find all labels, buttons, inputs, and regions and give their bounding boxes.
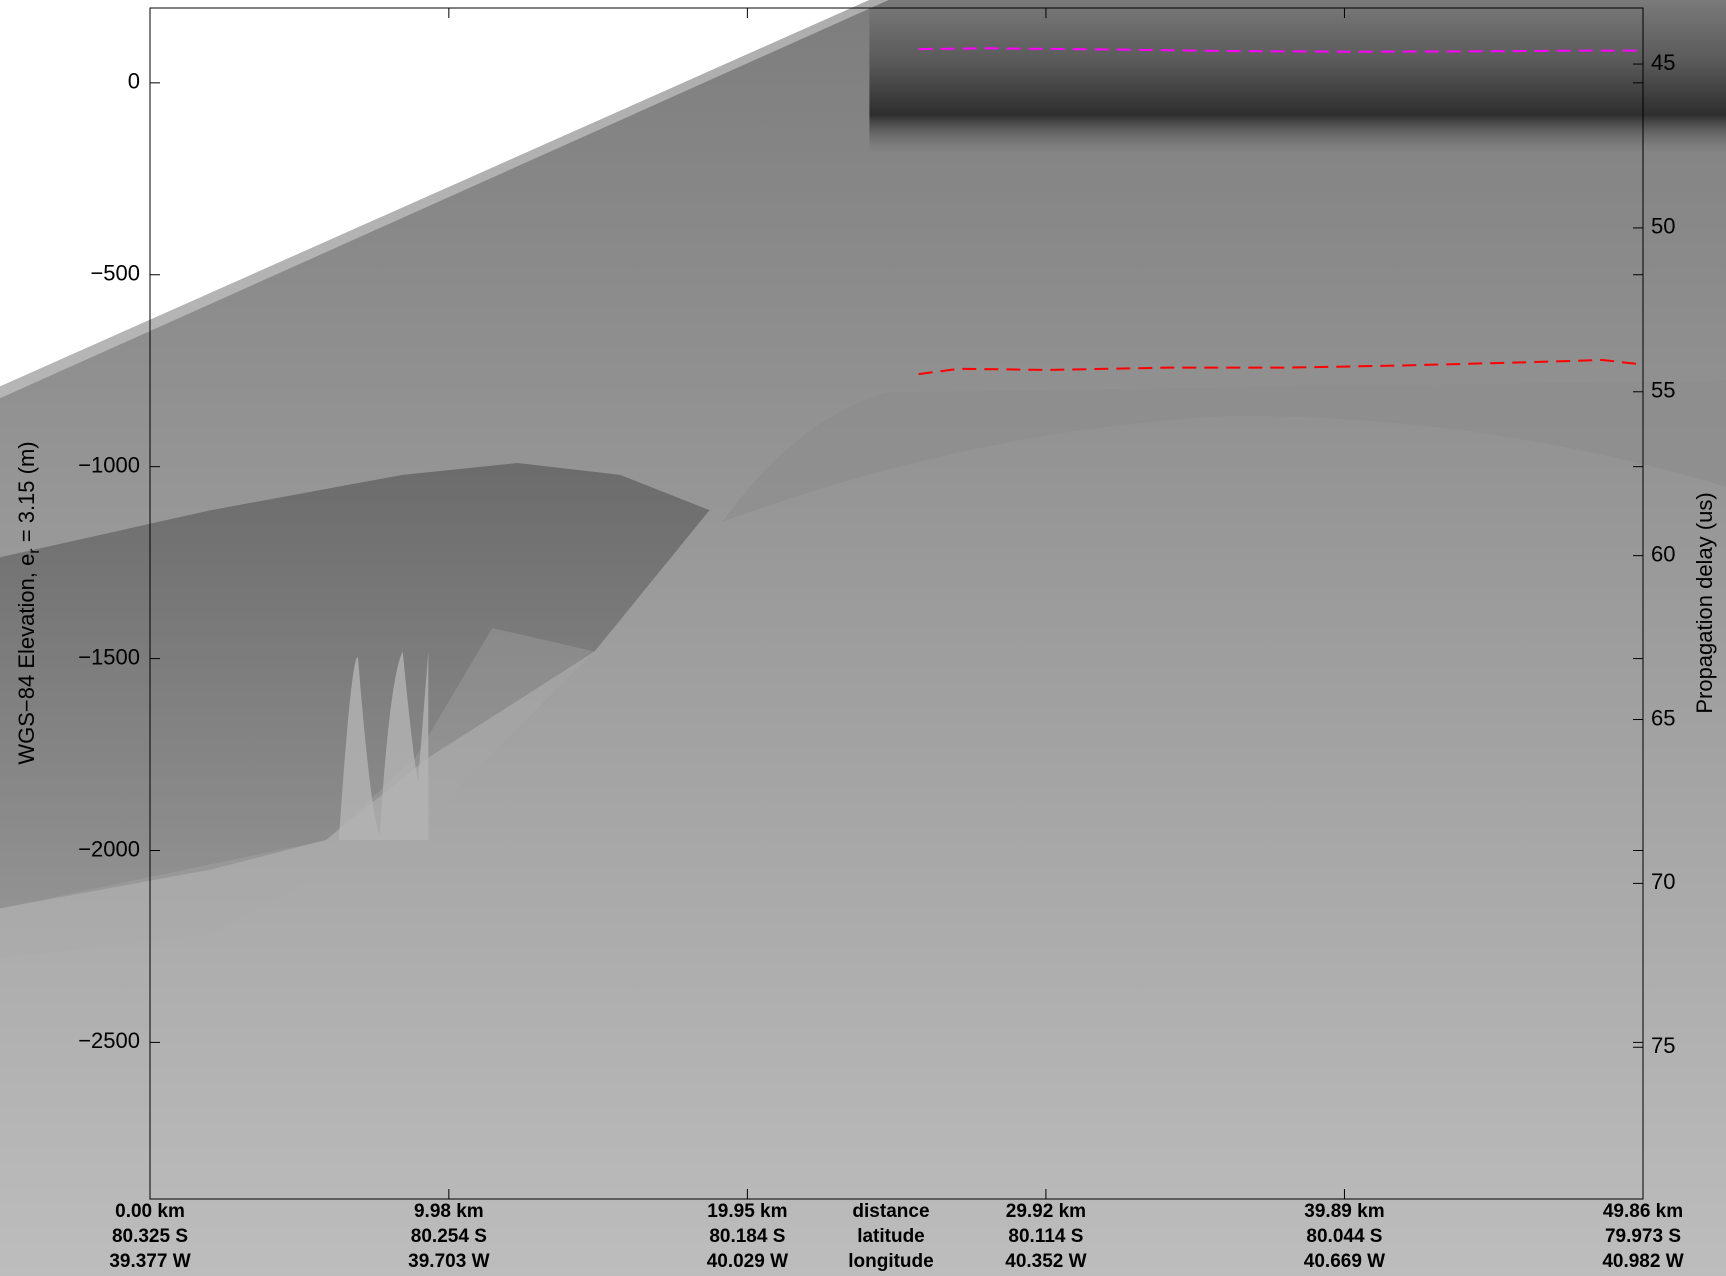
interface-line: [918, 358, 1644, 376]
y2-tick-label: 45: [1651, 50, 1675, 75]
y-tick-label: 0: [128, 69, 140, 94]
longitude-label: 40.982 W: [1602, 1251, 1683, 1272]
y-tick-label: −2000: [78, 836, 140, 861]
latitude-label: 80.184 S: [709, 1226, 785, 1247]
x-tick-label: 19.95 km: [707, 1201, 787, 1222]
y2-tick-label: 50: [1651, 214, 1675, 239]
y-tick-label: −500: [90, 261, 140, 286]
x-tick-label: 9.98 km: [414, 1201, 484, 1222]
x-tick-label: 39.89 km: [1304, 1201, 1384, 1222]
y2-tick-label: 70: [1651, 869, 1675, 894]
latitude-label: 80.114 S: [1008, 1226, 1083, 1247]
longitude-label: 40.352 W: [1005, 1251, 1086, 1272]
y-tick-label: −1000: [78, 452, 140, 477]
latitude-label: 80.325 S: [112, 1226, 188, 1247]
latitude-label: 80.044 S: [1306, 1226, 1382, 1247]
x-row-label: distance: [852, 1201, 929, 1222]
y2-axis-title: Propagation delay (us): [1692, 492, 1717, 713]
y2-tick-label: 65: [1651, 705, 1675, 730]
longitude-label: 40.029 W: [707, 1251, 788, 1272]
x-tick-label: 29.92 km: [1006, 1201, 1086, 1222]
longitude-label: 39.703 W: [408, 1251, 489, 1272]
longitude-label: 40.669 W: [1304, 1251, 1385, 1272]
x-tick-label: 0.00 km: [115, 1201, 185, 1222]
y2-tick-label: 75: [1651, 1033, 1675, 1058]
x-row-label: latitude: [857, 1226, 925, 1247]
interface-line: [918, 47, 1643, 53]
y2-tick-label: 60: [1651, 541, 1675, 566]
longitude-label: 39.377 W: [109, 1251, 190, 1272]
y2-tick-label: 55: [1651, 378, 1675, 403]
y-tick-label: −1500: [78, 644, 140, 669]
latitude-label: 80.254 S: [411, 1226, 487, 1247]
y-axis-title-subscript: r: [26, 548, 43, 554]
y-axis-title: WGS−84 Elevation, er = 3.15 (m): [14, 441, 43, 764]
latitude-label: 79.973 S: [1605, 1226, 1681, 1247]
x-row-label: longitude: [848, 1251, 933, 1272]
plot-frame: [149, 7, 1644, 1200]
x-tick-label: 49.86 km: [1603, 1201, 1683, 1222]
y-axis-title-suffix: = 3.15 (m): [14, 441, 39, 548]
y-tick-label: −2500: [78, 1028, 140, 1053]
y-axis-title-main: WGS−84 Elevation, e: [14, 554, 39, 765]
